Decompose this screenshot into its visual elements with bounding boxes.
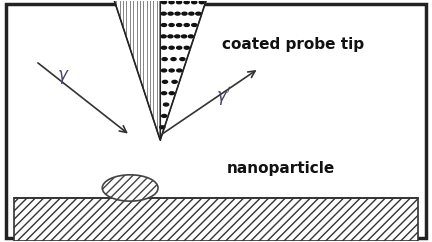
Circle shape [189, 12, 194, 15]
Text: $\gamma'$: $\gamma'$ [216, 85, 232, 108]
Circle shape [169, 92, 175, 95]
Circle shape [184, 23, 189, 26]
Ellipse shape [102, 175, 158, 201]
Circle shape [184, 1, 189, 4]
Circle shape [169, 1, 174, 4]
Circle shape [175, 12, 180, 15]
Circle shape [177, 69, 182, 72]
Circle shape [162, 58, 167, 60]
Circle shape [162, 92, 167, 95]
Circle shape [168, 35, 173, 38]
Circle shape [199, 1, 204, 4]
Circle shape [169, 23, 174, 26]
Circle shape [162, 23, 167, 26]
Text: $\gamma$: $\gamma$ [57, 68, 70, 86]
Text: coated probe tip: coated probe tip [222, 37, 364, 52]
Circle shape [188, 35, 194, 38]
Circle shape [177, 1, 182, 4]
Circle shape [181, 35, 187, 38]
Circle shape [161, 12, 166, 15]
Polygon shape [113, 0, 160, 140]
Circle shape [175, 35, 180, 38]
Circle shape [162, 1, 167, 4]
Polygon shape [160, 0, 207, 140]
Circle shape [171, 58, 176, 60]
Circle shape [184, 46, 189, 49]
Circle shape [172, 80, 177, 83]
Circle shape [182, 12, 187, 15]
Circle shape [169, 69, 174, 72]
Circle shape [169, 46, 174, 49]
Circle shape [163, 103, 168, 106]
Text: nanoparticle: nanoparticle [226, 161, 334, 176]
FancyBboxPatch shape [6, 4, 426, 238]
Circle shape [177, 46, 182, 49]
Circle shape [192, 1, 197, 4]
Circle shape [161, 35, 166, 38]
Circle shape [196, 12, 201, 15]
Circle shape [162, 69, 167, 72]
Circle shape [168, 12, 173, 15]
Circle shape [180, 58, 185, 60]
Circle shape [160, 126, 165, 129]
Circle shape [162, 46, 167, 49]
Circle shape [162, 80, 168, 83]
Circle shape [162, 114, 167, 117]
Circle shape [192, 23, 197, 26]
Circle shape [177, 23, 182, 26]
Bar [14, 197, 418, 241]
